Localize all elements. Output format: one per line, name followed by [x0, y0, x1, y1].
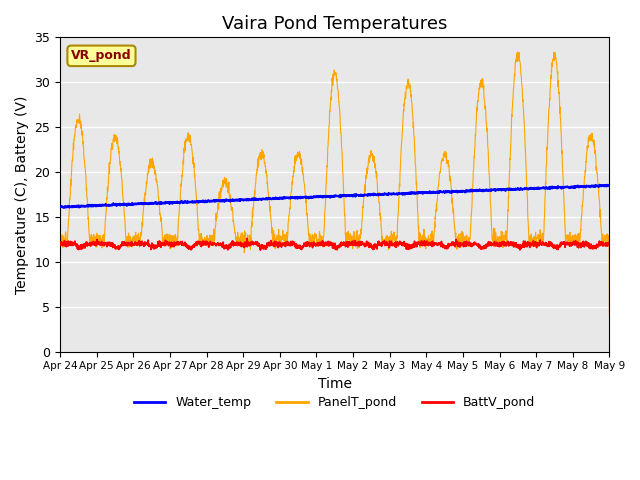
Title: Vaira Pond Temperatures: Vaira Pond Temperatures	[222, 15, 447, 33]
Text: VR_pond: VR_pond	[71, 49, 132, 62]
X-axis label: Time: Time	[318, 377, 352, 391]
Y-axis label: Temperature (C), Battery (V): Temperature (C), Battery (V)	[15, 95, 29, 294]
Legend: Water_temp, PanelT_pond, BattV_pond: Water_temp, PanelT_pond, BattV_pond	[129, 391, 540, 414]
